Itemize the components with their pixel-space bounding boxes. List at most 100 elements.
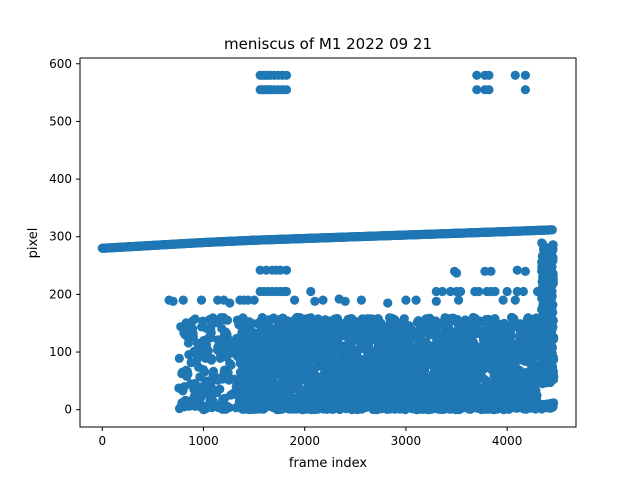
dense-point <box>398 371 408 381</box>
dense-point <box>219 368 229 378</box>
dense-point <box>545 308 555 318</box>
dense-point <box>485 380 496 390</box>
upper-clusters-point <box>484 85 494 95</box>
level-240-point <box>520 266 530 276</box>
dense-point <box>439 398 449 409</box>
dense-point <box>405 380 415 391</box>
dense-point <box>490 314 500 324</box>
upper-clusters-point <box>281 70 292 80</box>
level-205-point <box>490 286 500 297</box>
upper-clusters-point <box>472 85 482 95</box>
dense-point <box>309 340 319 350</box>
dense-point <box>504 380 515 390</box>
dense-point <box>276 403 286 413</box>
dense-point <box>298 348 308 358</box>
dense-point <box>403 326 413 336</box>
dense-point <box>267 368 277 378</box>
dense-point <box>177 398 187 408</box>
dense-point <box>292 366 302 377</box>
dense-point <box>453 319 463 329</box>
dense-point <box>487 365 497 375</box>
chart-title: meniscus of M1 2022 09 21 <box>224 35 432 53</box>
dense-point <box>537 293 547 303</box>
level-190-point <box>249 295 259 305</box>
dense-point <box>491 353 501 363</box>
level-205-point <box>502 286 512 297</box>
dense-point <box>343 341 353 351</box>
dense-point <box>190 401 200 411</box>
dense-point <box>358 339 368 349</box>
level-190-point <box>290 295 300 305</box>
x-tick-label: 0 <box>98 434 106 448</box>
dense-point <box>266 327 276 337</box>
dense-point <box>367 314 377 324</box>
y-tick-label: 300 <box>49 230 72 244</box>
plot-frame <box>79 57 577 428</box>
dense-point <box>415 363 425 373</box>
dense-point <box>179 328 189 338</box>
dense-point <box>278 322 288 332</box>
level-190-point <box>356 295 366 305</box>
dense-point <box>473 361 483 372</box>
dense-point <box>330 366 341 376</box>
dense-point <box>439 346 449 356</box>
dense-point <box>226 390 236 400</box>
dense-point <box>402 341 412 351</box>
dense-point <box>236 375 247 385</box>
dense-point <box>396 403 407 413</box>
dense-point <box>302 361 312 371</box>
dense-point <box>395 347 405 357</box>
dense-point <box>426 400 436 410</box>
dense-point <box>285 388 295 399</box>
dense-point <box>529 345 540 355</box>
dense-point <box>238 321 248 331</box>
dense-point <box>433 385 443 395</box>
dense-point <box>473 346 484 356</box>
dense-point <box>493 390 504 400</box>
dense-point <box>546 291 556 301</box>
dense-point <box>196 322 207 332</box>
dense-point <box>222 329 232 339</box>
y-tick-label: 0 <box>64 403 72 417</box>
level-190-point <box>196 295 207 305</box>
dense-point <box>380 381 390 391</box>
dense-point <box>415 317 425 327</box>
dense-point <box>245 386 255 396</box>
dense-point <box>361 402 371 413</box>
upper-clusters-point <box>520 70 530 80</box>
dense-point <box>503 371 513 381</box>
dense-point <box>213 318 223 328</box>
level-190-point <box>318 295 328 305</box>
dense-point <box>434 363 445 373</box>
dense-point <box>204 378 214 388</box>
level-190-point <box>340 296 350 306</box>
dense-point <box>537 304 547 315</box>
dense-point <box>386 330 396 340</box>
dense-point <box>537 399 547 409</box>
dense-point <box>426 325 436 335</box>
level-205-point <box>437 286 447 297</box>
dense-point <box>364 323 374 333</box>
x-tick-label: 2000 <box>289 434 320 448</box>
dense-point <box>320 362 330 372</box>
dense-point <box>264 338 274 349</box>
dense-point <box>369 355 379 365</box>
dense-point <box>336 374 347 384</box>
level-240-point <box>486 266 496 276</box>
dense-point <box>386 319 397 329</box>
dense-point <box>430 349 441 359</box>
dense-point <box>342 401 352 411</box>
dense-point <box>293 382 304 392</box>
dense-point <box>544 273 554 284</box>
dense-point <box>226 360 236 370</box>
dense-point <box>213 335 223 345</box>
dense-point <box>452 390 462 400</box>
dense-point <box>490 398 500 408</box>
dense-point <box>390 364 400 374</box>
dense-point <box>468 402 478 413</box>
dense-point <box>269 403 279 413</box>
dense-point <box>243 366 253 376</box>
dense-point <box>361 358 372 368</box>
dense-point <box>521 388 531 398</box>
